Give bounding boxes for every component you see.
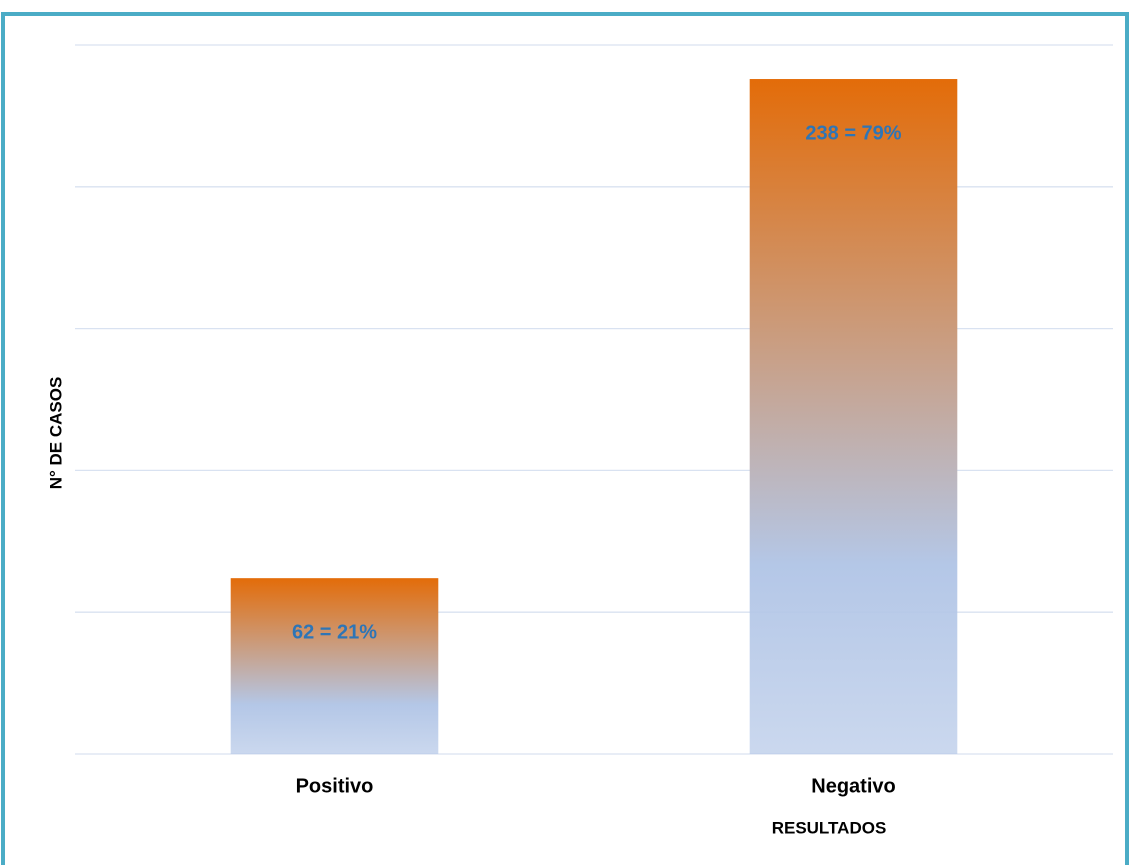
x-tick-label: Positivo: [296, 775, 374, 797]
bar: [230, 578, 439, 754]
data-label: 238 = 79%: [805, 122, 901, 144]
bar: [749, 79, 958, 755]
y-axis-title: N° DE CASOS: [46, 377, 65, 490]
x-tick-label: Negativo: [811, 775, 895, 797]
frame: [1, 12, 1129, 865]
data-label: 62 = 21%: [292, 621, 377, 643]
x-axis-title: RESULTADOS: [772, 818, 887, 837]
